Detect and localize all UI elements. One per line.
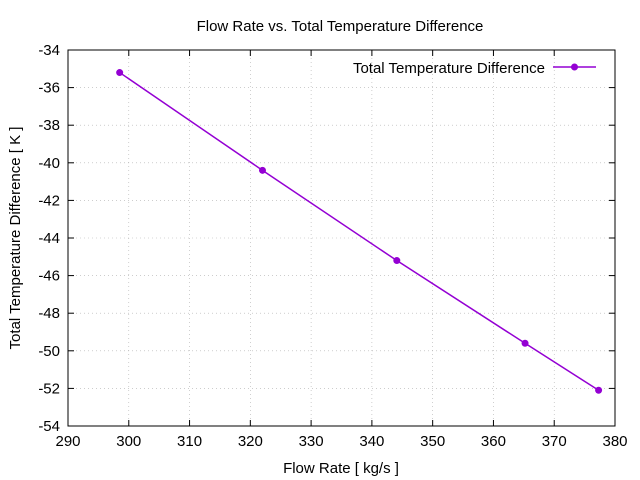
y-tick-label: -46 <box>38 268 60 285</box>
data-point <box>595 386 603 394</box>
legend-label: Total Temperature Difference <box>353 60 545 77</box>
y-tick-label: -38 <box>38 117 60 134</box>
series-layer <box>116 69 603 394</box>
x-tick-label: 330 <box>299 433 324 450</box>
x-tick-label: 360 <box>481 433 506 450</box>
y-tick-label: -52 <box>38 380 60 397</box>
x-tick-label: 290 <box>55 433 80 450</box>
x-tick-label: 310 <box>177 433 202 450</box>
y-tick-label: -48 <box>38 305 60 322</box>
y-tick-label: -34 <box>38 42 60 59</box>
legend-marker <box>571 63 578 71</box>
legend: Total Temperature Difference <box>353 60 596 77</box>
x-tick-label: 300 <box>116 433 141 450</box>
grid-lines <box>68 50 615 426</box>
y-tick-label: -42 <box>38 192 60 209</box>
y-tick-label: -36 <box>38 80 60 97</box>
y-tick-label: -54 <box>38 418 60 435</box>
y-tick-label: -40 <box>38 155 60 172</box>
y-axis-label: Total Temperature Difference [ K ] <box>7 127 24 350</box>
data-point <box>116 69 124 77</box>
x-tick-label: 350 <box>420 433 445 450</box>
y-axis-ticks: -54 -52 -50 -48 -46 -44 -42 -40 -38 -36 -34 <box>38 42 615 435</box>
chart-title: Flow Rate vs. Total Temperature Differen… <box>197 18 484 35</box>
x-tick-label: 320 <box>238 433 263 450</box>
x-tick-label: 380 <box>602 433 627 450</box>
data-point <box>258 166 266 174</box>
x-axis-ticks: 290 300 310 320 330 340 350 360 370 380 <box>55 50 628 450</box>
x-tick-label: 340 <box>359 433 384 450</box>
x-axis-label: Flow Rate [ kg/s ] <box>283 460 399 477</box>
y-tick-label: -44 <box>38 230 60 247</box>
data-point <box>393 257 401 265</box>
data-point <box>521 339 529 347</box>
y-tick-label: -50 <box>38 343 60 360</box>
x-tick-label: 370 <box>542 433 567 450</box>
